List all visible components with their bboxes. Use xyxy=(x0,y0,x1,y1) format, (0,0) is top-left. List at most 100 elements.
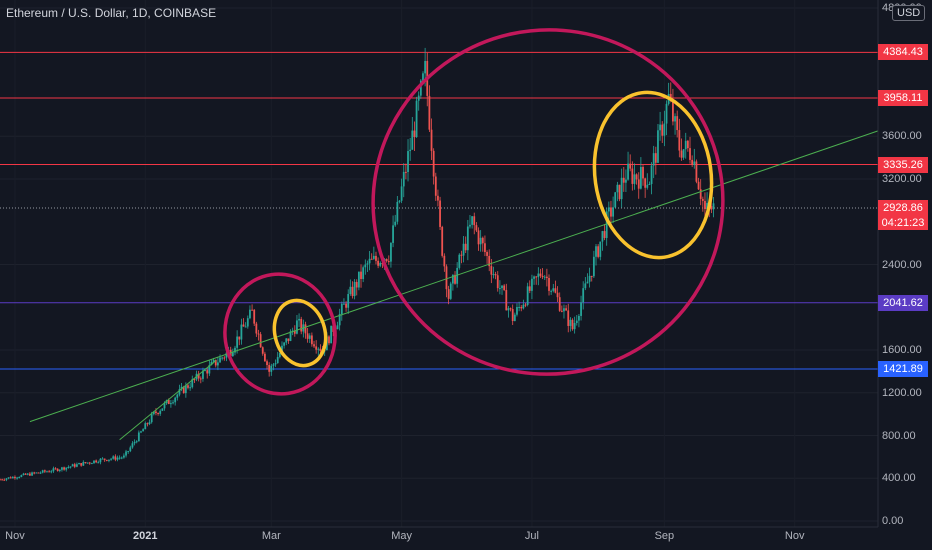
candle-body xyxy=(317,348,320,350)
candle-body xyxy=(494,274,497,276)
candle-body xyxy=(505,290,508,311)
candle-body xyxy=(355,281,358,288)
candle-body xyxy=(543,276,546,278)
candle-body xyxy=(526,286,529,305)
candle-body xyxy=(428,95,431,130)
candle-body xyxy=(672,100,674,122)
candle-body xyxy=(157,412,159,414)
candle-body xyxy=(392,225,394,243)
candle-body xyxy=(417,95,420,101)
candle-body xyxy=(184,385,187,394)
x-tick-label: Mar xyxy=(261,530,281,542)
candle-body xyxy=(298,318,300,321)
candle-body xyxy=(120,457,123,459)
candle-body xyxy=(437,195,439,201)
candle-body xyxy=(556,292,559,298)
level-price-label: 2041.62 xyxy=(878,294,928,311)
candle-body xyxy=(289,331,292,341)
candle-body xyxy=(554,288,557,293)
candle-body xyxy=(490,266,493,275)
candle-body xyxy=(29,473,31,476)
candle-body xyxy=(565,308,568,311)
candle-body xyxy=(90,463,93,465)
y-tick-label: 2400.00 xyxy=(882,258,922,271)
candle-body xyxy=(394,221,397,226)
candle-body xyxy=(152,411,155,415)
y-tick-label: 1600.00 xyxy=(882,344,922,356)
candle-body xyxy=(372,255,375,259)
candle-body xyxy=(424,60,427,74)
candle-body xyxy=(255,323,258,334)
candle-body xyxy=(419,80,422,96)
candle-body xyxy=(475,225,478,231)
annotation-ellipse xyxy=(223,272,337,396)
candle-body xyxy=(498,288,501,290)
candle-body xyxy=(618,184,621,200)
candle-body xyxy=(253,309,256,324)
candle-body xyxy=(82,462,85,466)
candle-body xyxy=(704,200,706,210)
candle-body xyxy=(537,273,540,278)
candle-body xyxy=(131,443,134,448)
candle-body xyxy=(43,470,46,472)
candle-body xyxy=(178,389,181,395)
candle-body xyxy=(462,243,465,256)
symbol-title: Ethereum / U.S. Dollar, 1D, COINBASE xyxy=(6,6,217,20)
candle-body xyxy=(330,325,333,344)
candle-body xyxy=(603,231,606,238)
candle-body xyxy=(390,242,392,262)
candle-body xyxy=(172,402,174,404)
candle-countdown: 04:21:23 xyxy=(878,215,928,230)
candle-body xyxy=(633,174,636,184)
candle-body xyxy=(387,261,390,263)
candle-body xyxy=(479,237,482,245)
candles xyxy=(0,47,715,482)
candle-body xyxy=(263,353,266,362)
candle-body xyxy=(507,308,510,311)
candle-body xyxy=(210,361,213,366)
candle-body xyxy=(50,471,53,473)
annotation-ellipse xyxy=(272,298,328,368)
candle-body xyxy=(310,335,313,345)
candle-body xyxy=(197,373,200,379)
candle-body xyxy=(48,471,51,473)
candle-body xyxy=(473,216,476,226)
candle-body xyxy=(605,211,608,238)
candle-body xyxy=(599,241,602,257)
candle-body xyxy=(191,379,194,388)
candle-body xyxy=(216,362,219,366)
candle-body xyxy=(259,334,262,348)
candle-body xyxy=(545,276,548,279)
candle-body xyxy=(575,320,578,324)
candle-body xyxy=(443,255,446,267)
candle-body xyxy=(415,100,418,138)
candle-body xyxy=(625,179,627,183)
candle-body xyxy=(362,267,365,279)
candle-body xyxy=(484,243,486,253)
x-tick-label: Sep xyxy=(654,530,675,542)
candle-body xyxy=(586,281,589,284)
current-price-label: 2928.86 xyxy=(878,199,928,216)
candle-body xyxy=(445,266,448,290)
y-tick-label: 1200.00 xyxy=(882,386,922,399)
candle-body xyxy=(86,462,89,464)
candle-body xyxy=(18,476,21,478)
candle-body xyxy=(123,455,125,458)
candle-body xyxy=(528,286,531,291)
currency-button[interactable]: USD xyxy=(892,5,926,21)
candle-body xyxy=(296,320,298,334)
trendline xyxy=(29,130,879,423)
candle-body xyxy=(242,324,245,327)
candle-body xyxy=(695,161,698,182)
candle-body xyxy=(240,324,243,340)
candle-body xyxy=(370,258,373,260)
candle-body xyxy=(522,304,525,309)
candle-body xyxy=(46,471,48,473)
candle-body xyxy=(148,422,151,425)
candle-body xyxy=(0,479,1,481)
y-tick-label: 3200.00 xyxy=(882,173,922,185)
candle-body xyxy=(691,159,694,166)
candle-body xyxy=(161,408,164,411)
candle-body xyxy=(349,286,352,295)
